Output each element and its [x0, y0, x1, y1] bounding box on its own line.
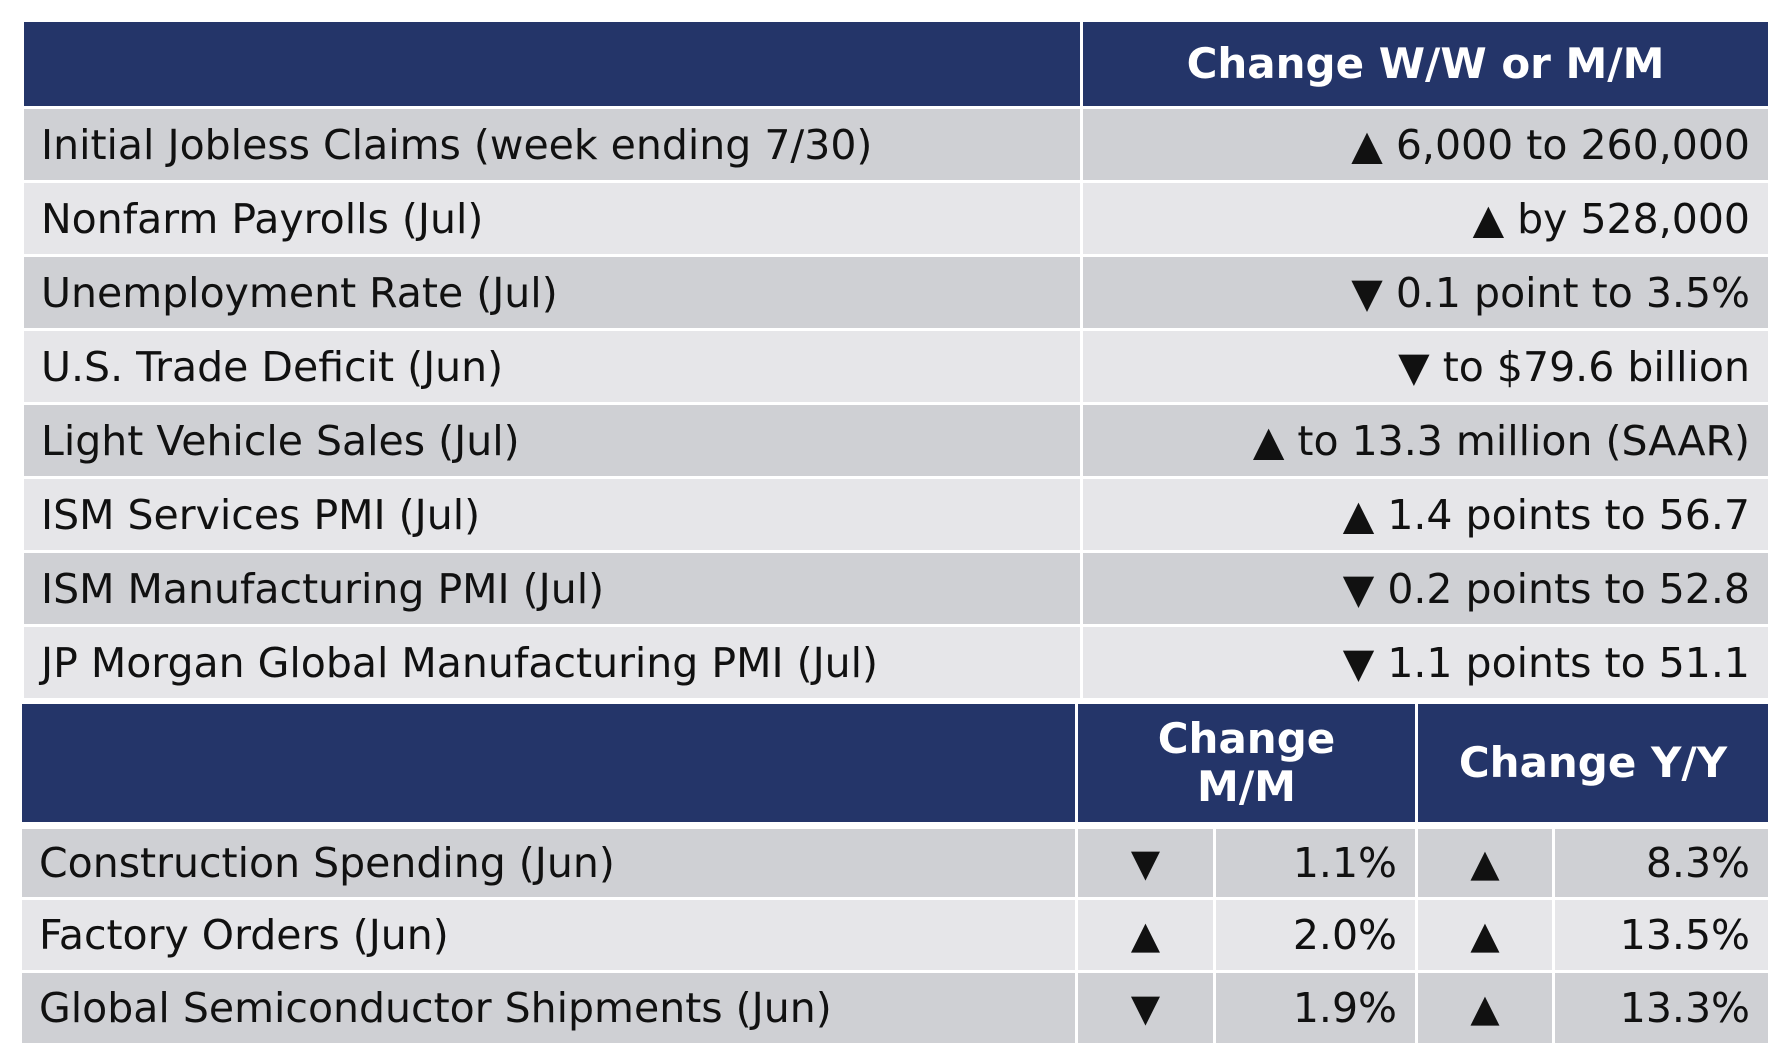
bottom-row-label: Construction Spending (Jun) — [22, 829, 1075, 897]
top-row-value: ▼ to $79.6 billion — [1083, 331, 1768, 402]
top-row-label: U.S. Trade Deficit (Jun) — [24, 331, 1080, 402]
bottom-header-yy: Change Y/Y — [1418, 704, 1768, 822]
top-row-value: ▼ 0.1 point to 3.5% — [1083, 257, 1768, 328]
yy-value: 13.5% — [1555, 900, 1768, 970]
mm-value: 1.1% — [1216, 829, 1415, 897]
yy-value: 13.3% — [1555, 973, 1768, 1043]
mm-arrow-icon: ▲ — [1078, 900, 1213, 970]
top-header-blank — [24, 22, 1080, 106]
top-row-label: ISM Services PMI (Jul) — [24, 479, 1080, 550]
mm-value: 2.0% — [1216, 900, 1415, 970]
yy-arrow-icon: ▲ — [1418, 900, 1552, 970]
top-row-value: ▲ 1.4 points to 56.7 — [1083, 479, 1768, 550]
top-header-label: Change W/W or M/M — [1186, 38, 1665, 88]
mm-arrow-icon: ▼ — [1078, 973, 1213, 1043]
bottom-header-mm: Change M/M — [1078, 704, 1415, 822]
top-row-label: Initial Jobless Claims (week ending 7/30… — [24, 109, 1080, 180]
top-header-change: Change W/W or M/M — [1083, 22, 1768, 106]
bottom-header-blank — [22, 704, 1075, 822]
top-row-value: ▼ 0.2 points to 52.8 — [1083, 553, 1768, 624]
yy-arrow-icon: ▲ — [1418, 829, 1552, 897]
bottom-row-label: Global Semiconductor Shipments (Jun) — [22, 973, 1075, 1043]
top-row-value: ▲ 6,000 to 260,000 — [1083, 109, 1768, 180]
top-row-value: ▲ by 528,000 — [1083, 183, 1768, 254]
top-row-value: ▲ to 13.3 million (SAAR) — [1083, 405, 1768, 476]
bottom-header-yy-label: Change Y/Y — [1458, 737, 1728, 787]
bottom-row-label: Factory Orders (Jun) — [22, 900, 1075, 970]
bottom-header-mm-label: Change M/M — [1157, 713, 1336, 811]
top-row-value: ▼ 1.1 points to 51.1 — [1083, 627, 1768, 698]
top-row-label: Light Vehicle Sales (Jul) — [24, 405, 1080, 476]
top-row-label: JP Morgan Global Manufacturing PMI (Jul) — [24, 627, 1080, 698]
mm-value: 1.9% — [1216, 973, 1415, 1043]
top-row-label: ISM Manufacturing PMI (Jul) — [24, 553, 1080, 624]
yy-arrow-icon: ▲ — [1418, 973, 1552, 1043]
yy-value: 8.3% — [1555, 829, 1768, 897]
mm-arrow-icon: ▼ — [1078, 829, 1213, 897]
top-row-label: Nonfarm Payrolls (Jul) — [24, 183, 1080, 254]
top-row-label: Unemployment Rate (Jul) — [24, 257, 1080, 328]
